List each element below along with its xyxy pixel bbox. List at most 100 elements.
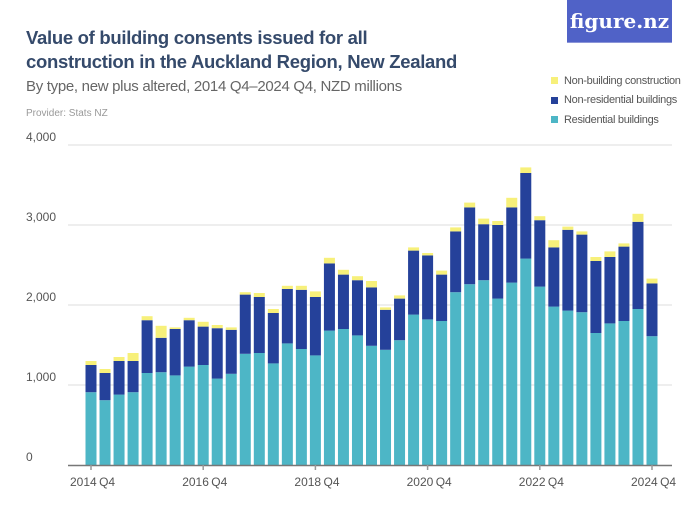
- y-tick-label: 2,000: [26, 290, 56, 304]
- y-tick-label: 4,000: [26, 130, 56, 144]
- bar-non-residential: [323, 263, 335, 331]
- bar-non-residential: [464, 207, 476, 285]
- bar-non-building: [295, 285, 307, 290]
- bar-non-building: [141, 316, 153, 321]
- bar-non-residential: [492, 225, 504, 299]
- bar-non-residential: [534, 220, 546, 287]
- bars: [85, 167, 658, 465]
- bar-residential: [85, 392, 97, 465]
- bar-non-building: [520, 167, 532, 173]
- bar-non-building: [492, 221, 504, 225]
- bar-non-building: [127, 353, 139, 361]
- bar-non-building: [211, 325, 223, 329]
- bar-residential: [576, 312, 588, 465]
- bar-non-residential: [225, 329, 237, 374]
- bar-non-building: [169, 327, 181, 329]
- bar-residential: [267, 363, 279, 465]
- bar-residential: [520, 258, 532, 465]
- bar-non-residential: [450, 231, 462, 293]
- bar-non-building: [183, 317, 195, 321]
- bar-non-building: [225, 327, 237, 330]
- bar-residential: [408, 314, 420, 465]
- bar-residential: [309, 355, 321, 465]
- bar-residential: [394, 340, 406, 465]
- bar-non-residential: [85, 365, 97, 393]
- bar-non-residential: [548, 247, 560, 307]
- legend-swatch: [551, 116, 558, 124]
- bar-non-residential: [380, 309, 392, 350]
- bar-residential: [506, 282, 518, 465]
- bar-non-building: [450, 227, 462, 232]
- bar-non-building: [366, 281, 377, 288]
- bar-non-building: [478, 218, 490, 225]
- x-tick-label: 2020 Q4: [407, 475, 452, 489]
- bar-non-residential: [253, 297, 265, 353]
- legend-swatch: [551, 96, 558, 104]
- bar-residential: [534, 286, 546, 465]
- bar-non-building: [99, 369, 111, 373]
- bar-non-building: [562, 226, 574, 230]
- provider-label: Provider: Stats NZ: [26, 108, 108, 119]
- bar-residential: [366, 345, 377, 465]
- bar-non-building: [337, 269, 349, 275]
- bar-residential: [323, 330, 335, 465]
- bar-non-building: [113, 357, 125, 361]
- chart-subtitle: By type, new plus altered, 2014 Q4–2024 …: [26, 78, 402, 95]
- bar-non-residential: [478, 224, 490, 281]
- bar-non-residential: [506, 207, 518, 283]
- bar-non-building: [576, 231, 588, 235]
- bar-non-building: [323, 257, 335, 264]
- bar-non-building: [351, 276, 363, 281]
- bar-non-building: [618, 243, 630, 247]
- x-tick-label: 2014 Q4: [70, 475, 115, 489]
- legend-label: Non-residential buildings: [564, 94, 677, 107]
- bar-non-building: [422, 253, 434, 256]
- bar-non-building: [380, 307, 392, 310]
- bar-non-building: [632, 213, 644, 222]
- figure-nz-logo[interactable]: figure.nz: [567, 0, 672, 43]
- bar-non-residential: [211, 328, 223, 379]
- legend-label: Non-building construction: [564, 74, 681, 87]
- bar-residential: [211, 378, 223, 465]
- bar-residential: [380, 349, 392, 465]
- bar-residential: [450, 292, 462, 465]
- legend: Non-building construction Non-residentia…: [551, 71, 681, 130]
- bar-residential: [548, 306, 560, 465]
- bar-non-residential: [646, 283, 658, 337]
- bar-residential: [492, 298, 504, 465]
- bar-residential: [197, 365, 209, 465]
- bar-non-residential: [351, 280, 363, 336]
- bar-non-residential: [337, 274, 349, 329]
- bar-non-residential: [520, 173, 532, 259]
- bar-non-building: [506, 197, 518, 208]
- bar-residential: [562, 310, 574, 465]
- bar-non-residential: [632, 221, 644, 309]
- bar-non-residential: [562, 229, 574, 311]
- bar-non-residential: [422, 255, 434, 320]
- legend-item-non-building: Non-building construction: [551, 71, 681, 91]
- bar-non-residential: [366, 287, 377, 346]
- bar-residential: [632, 309, 644, 465]
- bar-non-residential: [295, 289, 307, 349]
- x-tick-label: 2016 Q4: [182, 475, 227, 489]
- bar-non-building: [197, 321, 209, 327]
- bar-non-residential: [155, 337, 167, 373]
- bar-residential: [295, 349, 307, 465]
- bar-residential: [183, 366, 195, 465]
- bar-residential: [281, 343, 293, 465]
- bar-residential: [436, 321, 448, 465]
- bar-non-building: [604, 251, 616, 257]
- bar-residential: [464, 284, 476, 465]
- bar-residential: [239, 353, 251, 465]
- bar-residential: [169, 375, 181, 465]
- bar-non-residential: [436, 274, 448, 321]
- bar-non-building: [590, 257, 602, 261]
- bar-non-residential: [309, 297, 321, 356]
- bar-non-building: [394, 295, 406, 299]
- bar-residential: [127, 392, 139, 465]
- chart-title: Value of building consents issued for al…: [26, 27, 458, 72]
- bar-residential: [351, 335, 363, 465]
- bar-non-residential: [183, 320, 195, 367]
- bar-non-residential: [576, 234, 588, 313]
